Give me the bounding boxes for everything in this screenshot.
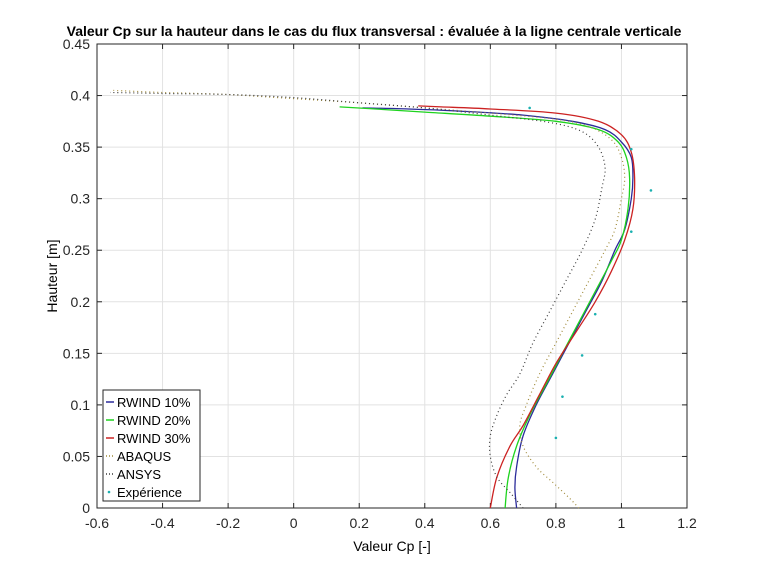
x-tick-label: 0.2: [349, 515, 369, 531]
legend-item-rwind-20: RWIND 20%: [106, 413, 191, 428]
x-tick-label: 1.2: [677, 515, 697, 531]
legend-label: RWIND 10%: [117, 395, 191, 410]
x-tick-label: -0.4: [150, 515, 174, 531]
series-line-rwind-30: [418, 105, 636, 509]
legend-item-abaqus: ABAQUS: [106, 449, 172, 464]
y-tick-label: 0.05: [63, 448, 90, 464]
x-tick-label: -0.2: [216, 515, 240, 531]
x-tick-label: 0.8: [546, 515, 566, 531]
y-tick-label: 0.4: [71, 88, 91, 104]
point-experience: [554, 436, 558, 440]
legend-label: RWIND 30%: [117, 431, 191, 446]
x-axis-label: Valeur Cp [-]: [353, 538, 431, 554]
point-experience: [649, 189, 653, 192]
series-experience: [528, 106, 653, 440]
series-line-rwind-20: [339, 106, 631, 509]
x-tick-label: 0.4: [415, 515, 435, 531]
y-tick-label: 0.2: [71, 294, 91, 310]
x-tick-label: 0: [290, 515, 298, 531]
x-tick-label: 0.6: [481, 515, 501, 531]
legend-label: ANSYS: [117, 467, 161, 482]
series-line-abaqus: [113, 89, 626, 509]
axis-ticks: -0.6 -0.4 -0.2 0 0.2 0.4 0.6 0.8 1 1.2 0 0.05 0.1 0.1…: [63, 36, 697, 531]
legend-item-ansys: ANSYS: [106, 467, 161, 482]
legend-label: Expérience: [117, 485, 182, 500]
y-tick-label: 0.25: [63, 242, 90, 258]
point-experience: [629, 230, 633, 233]
legend-swatch: [107, 490, 111, 494]
legend: RWIND 10% RWIND 20% RWIND 30% ABAQUS ANSYS Ex…: [102, 389, 201, 502]
legend-item-experience: Expérience: [107, 485, 182, 500]
legend-label: RWIND 20%: [117, 413, 191, 428]
y-tick-label: 0.3: [71, 191, 91, 207]
y-tick-label: 0.1: [71, 397, 91, 413]
point-experience: [580, 354, 584, 357]
x-tick-label: 1: [618, 515, 626, 531]
y-tick-label: 0.35: [63, 139, 90, 155]
legend-item-rwind-30: RWIND 30%: [106, 431, 191, 446]
series: [110, 89, 653, 509]
legend-label: ABAQUS: [117, 449, 172, 464]
point-experience: [528, 106, 531, 110]
legend-item-rwind-10: RWIND 10%: [106, 395, 191, 410]
chart-title: Valeur Cp sur la hauteur dans le cas du …: [67, 23, 682, 39]
legend-box: [102, 389, 201, 502]
y-axis-label: Hauteur [m]: [44, 239, 60, 312]
point-experience: [593, 312, 597, 316]
x-tick-label: -0.6: [85, 515, 109, 531]
plot-frame: [96, 43, 688, 509]
y-tick-label: 0.45: [63, 36, 90, 52]
point-experience: [561, 395, 564, 398]
y-tick-label: 0.15: [63, 345, 90, 361]
y-tick-label: 0: [82, 500, 90, 516]
point-experience: [629, 147, 633, 151]
